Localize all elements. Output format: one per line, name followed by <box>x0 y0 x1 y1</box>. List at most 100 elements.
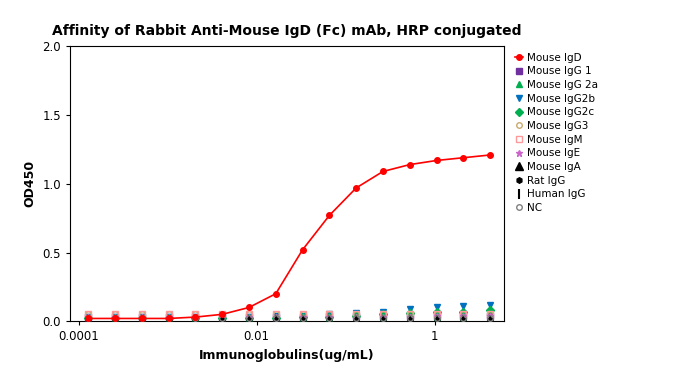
Mouse IgA <box>111 322 119 326</box>
Mouse IgD <box>272 291 280 296</box>
Mouse IgA <box>138 322 146 326</box>
Mouse IgG 1 <box>191 315 200 319</box>
Mouse IgA <box>164 322 173 326</box>
Mouse IgG 2a <box>245 316 253 321</box>
Mouse IgG2b <box>459 304 468 308</box>
Mouse IgG2b <box>352 311 361 315</box>
Mouse IgM <box>433 312 441 317</box>
Mouse IgA <box>433 322 441 326</box>
NC <box>111 316 119 321</box>
Mouse IgE <box>326 315 334 319</box>
Mouse IgE <box>138 315 146 319</box>
Line: Mouse IgM: Mouse IgM <box>85 312 493 317</box>
Mouse IgD <box>405 162 414 167</box>
NC <box>459 316 468 321</box>
Human IgG <box>164 317 173 322</box>
Human IgG <box>379 317 387 322</box>
Rat IgG <box>352 317 361 322</box>
Mouse IgA <box>352 322 361 326</box>
Mouse IgG3 <box>433 312 441 317</box>
Rat IgG <box>272 317 280 322</box>
Human IgG <box>326 317 334 322</box>
Mouse IgG3 <box>111 312 119 317</box>
Mouse IgG2b <box>164 315 173 319</box>
Line: NC: NC <box>85 316 493 321</box>
Mouse IgG3 <box>459 312 468 317</box>
Mouse IgG3 <box>84 312 92 317</box>
Human IgG <box>272 317 280 322</box>
Mouse IgM <box>191 312 200 317</box>
Mouse IgG2b <box>191 315 200 319</box>
Mouse IgD <box>459 156 468 160</box>
Line: Mouse IgG2b: Mouse IgG2b <box>85 302 493 320</box>
Mouse IgG3 <box>298 312 307 317</box>
Mouse IgM <box>459 312 468 317</box>
Mouse IgM <box>218 312 226 317</box>
Mouse IgG2b <box>298 313 307 318</box>
Mouse IgG2b <box>326 312 334 317</box>
Mouse IgD <box>352 186 361 190</box>
Mouse IgD <box>164 316 173 321</box>
Rat IgG <box>486 317 494 322</box>
NC <box>245 316 253 321</box>
Mouse IgG 1 <box>326 313 334 318</box>
Line: Human IgG: Human IgG <box>83 315 495 325</box>
Mouse IgA <box>191 322 200 326</box>
Mouse IgG 1 <box>245 315 253 319</box>
Mouse IgA <box>298 322 307 326</box>
Mouse IgG3 <box>486 312 494 317</box>
Mouse IgM <box>486 312 494 317</box>
NC <box>352 316 361 321</box>
Mouse IgM <box>405 312 414 317</box>
Mouse IgG2c <box>245 316 253 321</box>
Line: Mouse IgA: Mouse IgA <box>84 320 494 328</box>
Mouse IgA <box>84 322 92 326</box>
Mouse IgG 2a <box>326 316 334 321</box>
Mouse IgG2b <box>84 315 92 319</box>
Mouse IgG 1 <box>433 313 441 318</box>
Mouse IgE <box>272 315 280 319</box>
Mouse IgA <box>379 322 387 326</box>
Mouse IgM <box>84 312 92 317</box>
Mouse IgG2c <box>379 312 387 317</box>
Rat IgG <box>326 317 334 322</box>
Mouse IgG 1 <box>164 315 173 319</box>
Mouse IgE <box>352 315 361 319</box>
Mouse IgM <box>164 312 173 317</box>
Human IgG <box>84 317 92 322</box>
Mouse IgE <box>84 315 92 319</box>
Mouse IgG 2a <box>352 315 361 319</box>
Rat IgG <box>138 317 146 322</box>
Mouse IgG 2a <box>272 316 280 321</box>
Mouse IgG2c <box>191 316 200 321</box>
Mouse IgE <box>433 313 441 318</box>
NC <box>379 316 387 321</box>
Mouse IgG2c <box>433 309 441 314</box>
NC <box>191 316 200 321</box>
Mouse IgG2c <box>111 316 119 321</box>
Human IgG <box>433 317 441 322</box>
Mouse IgG2c <box>405 311 414 315</box>
Mouse IgM <box>326 312 334 317</box>
Mouse IgD <box>138 316 146 321</box>
Mouse IgE <box>459 313 468 318</box>
Mouse IgG2c <box>84 316 92 321</box>
Mouse IgD <box>298 247 307 252</box>
Rat IgG <box>218 317 226 322</box>
Mouse IgG2c <box>298 315 307 319</box>
Mouse IgG 2a <box>486 315 494 319</box>
Human IgG <box>486 317 494 322</box>
Mouse IgG2b <box>138 315 146 319</box>
Mouse IgM <box>352 312 361 317</box>
Rat IgG <box>433 317 441 322</box>
Human IgG <box>459 317 468 322</box>
Line: Mouse IgG 1: Mouse IgG 1 <box>85 313 493 320</box>
Line: Mouse IgG3: Mouse IgG3 <box>85 312 493 317</box>
Mouse IgG 1 <box>486 313 494 318</box>
Human IgG <box>111 317 119 322</box>
Mouse IgG3 <box>245 312 253 317</box>
Mouse IgG 2a <box>84 316 92 321</box>
Mouse IgG 2a <box>164 316 173 321</box>
Human IgG <box>191 317 200 322</box>
Mouse IgG2c <box>272 316 280 321</box>
